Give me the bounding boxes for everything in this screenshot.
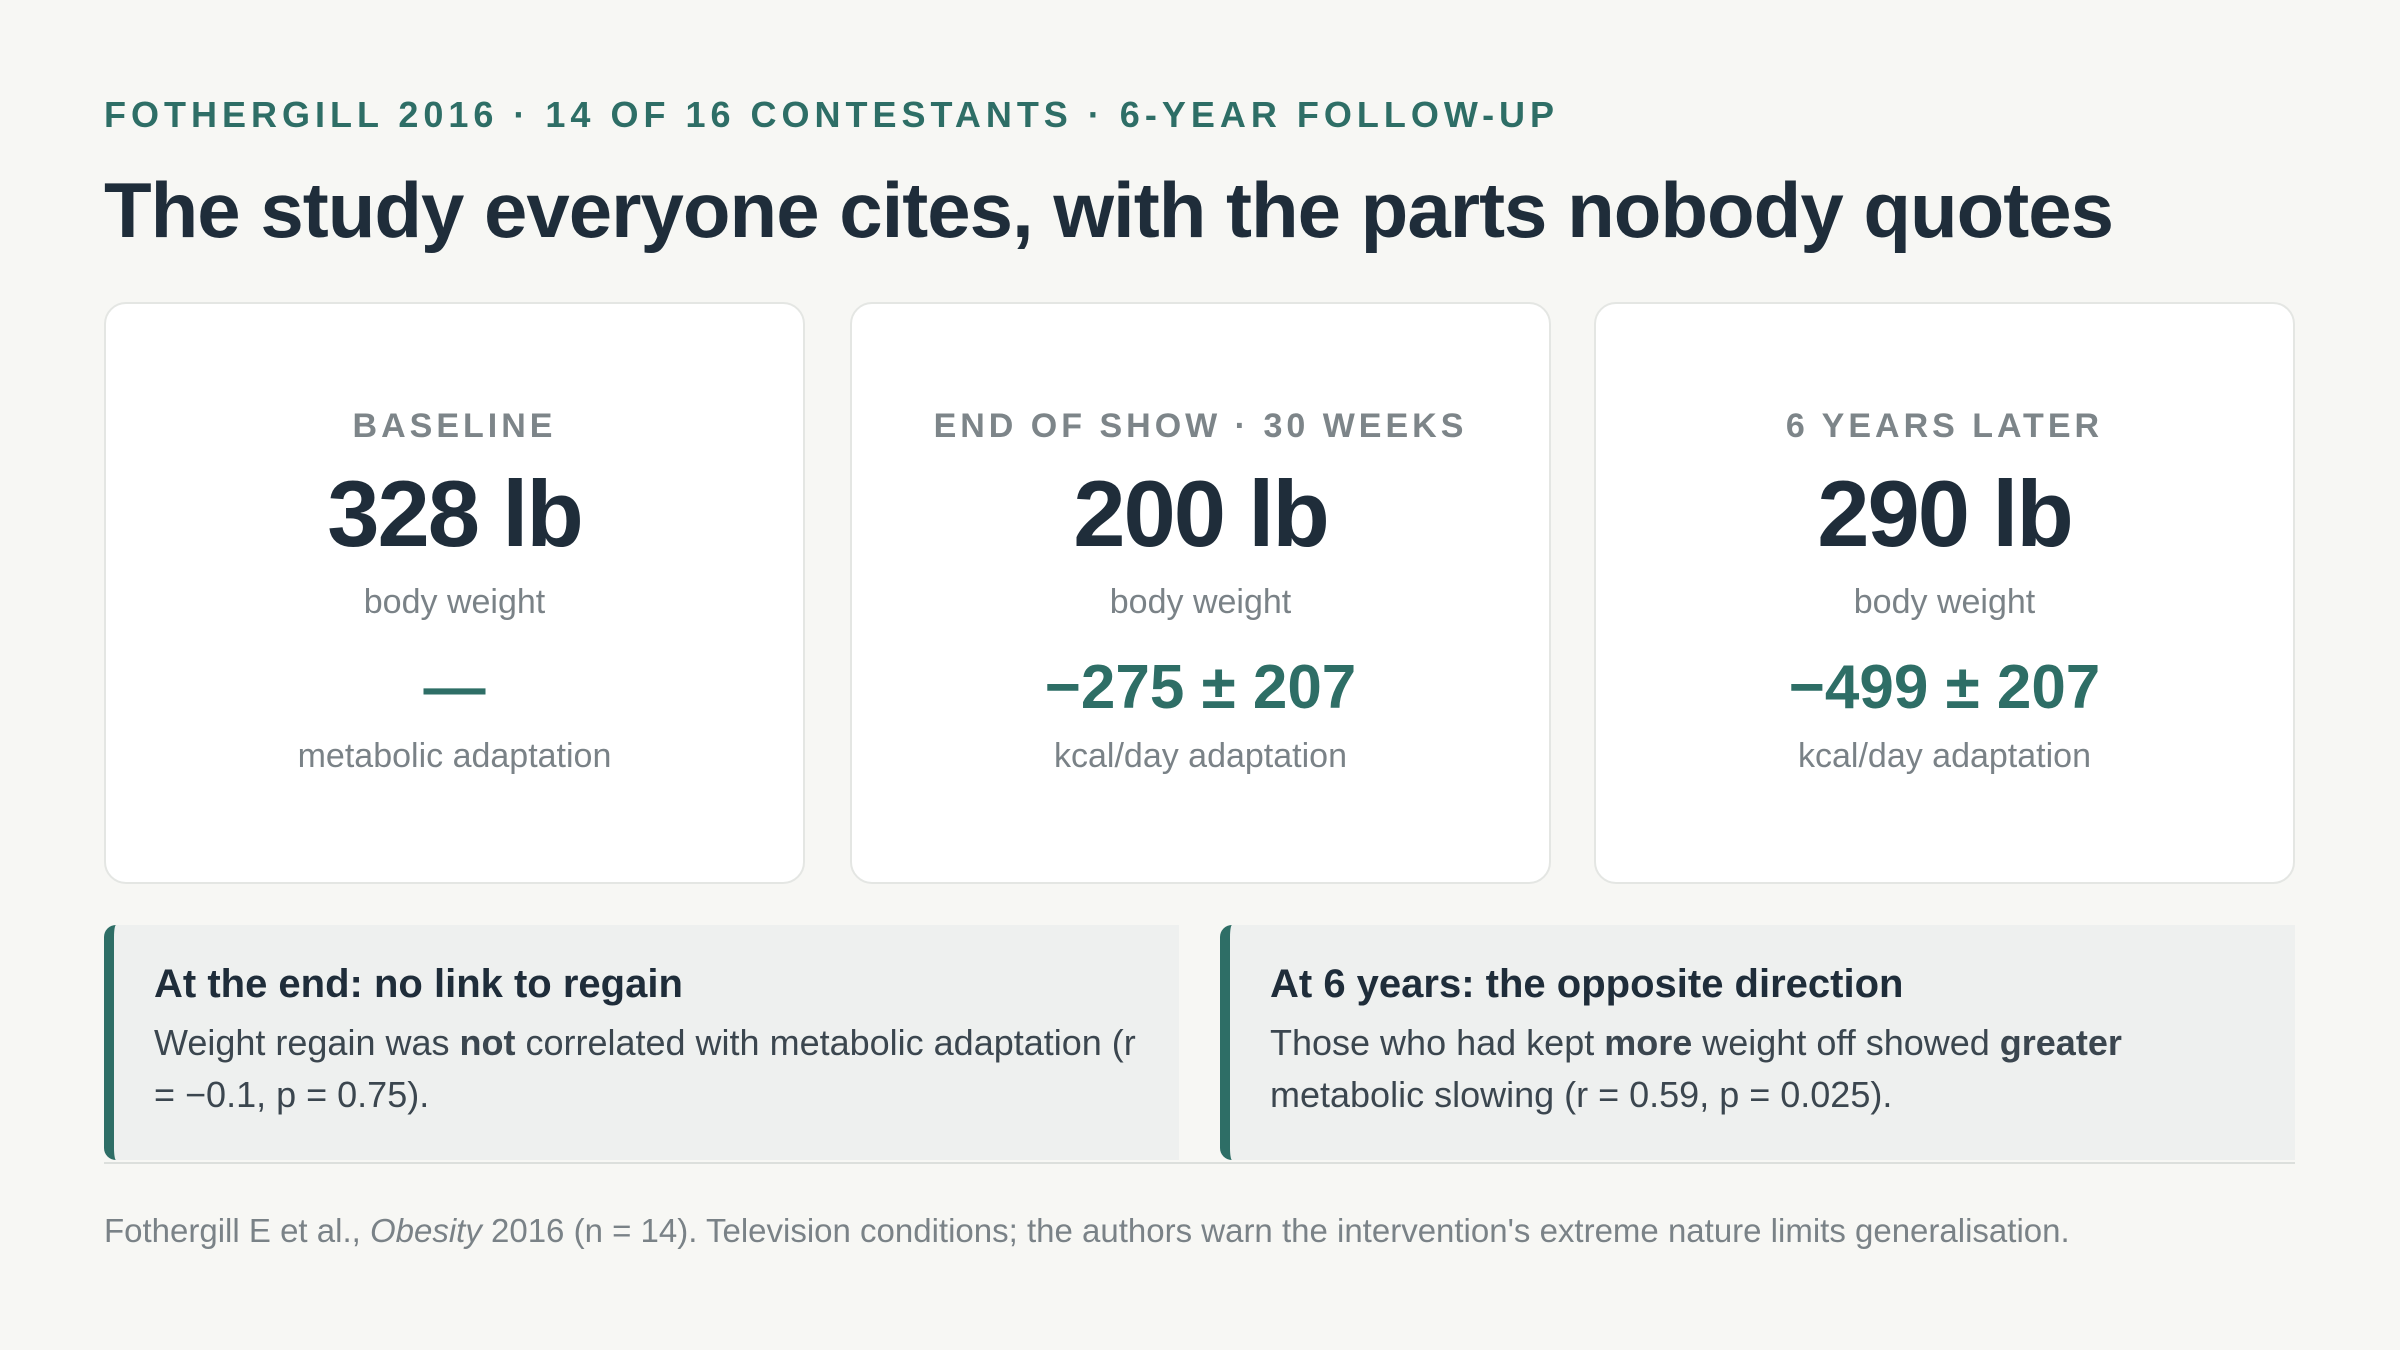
- title: The study everyone cites, with the parts…: [104, 166, 2114, 254]
- card-metric: —: [423, 653, 486, 722]
- card-label: 6 YEARS LATER: [1785, 407, 2104, 445]
- stat-card: END OF SHOW · 30 WEEKS 200 lb body weight −…: [850, 302, 1551, 884]
- emphasis: more: [1604, 1022, 1693, 1063]
- body-text: metabolic slowing (r = 0.59, p = 0.025).: [1270, 1074, 1893, 1115]
- callout-body: Weight regain was not correlated with me…: [154, 1017, 1139, 1121]
- body-text: weight off showed: [1692, 1022, 2000, 1063]
- card-metric-label: kcal/day adaptation: [1054, 737, 1347, 775]
- body-text: Weight regain was: [154, 1022, 460, 1063]
- stat-card: BASELINE 328 lb body weight — metabolic adap…: [104, 302, 805, 884]
- callout: At 6 years: the opposite direction Those …: [1220, 925, 2295, 1160]
- card-metric-label: kcal/day adaptation: [1798, 737, 2091, 775]
- footnote: Fothergill E et al., Obesity 2016 (n = 1…: [104, 1210, 2070, 1252]
- card-value: 290 lb: [1817, 461, 2074, 566]
- card-metric-label: metabolic adaptation: [297, 737, 612, 775]
- divider: [104, 1162, 2295, 1164]
- emphasis: greater: [1999, 1022, 2122, 1063]
- body-text: Those who had kept: [1270, 1022, 1605, 1063]
- card-value: 328 lb: [327, 461, 584, 566]
- card-label: BASELINE: [352, 407, 557, 445]
- card-value-label: body weight: [1109, 583, 1292, 621]
- card-value: 200 lb: [1073, 461, 1330, 566]
- callout-body: Those who had kept more weight off showe…: [1270, 1017, 2255, 1121]
- card-metric: −275 ± 207: [1044, 653, 1357, 722]
- callout: At the end: no link to regain Weight rega…: [104, 925, 1179, 1160]
- card-label: END OF SHOW · 30 WEEKS: [933, 407, 1468, 445]
- card-metric: −499 ± 207: [1788, 653, 2101, 722]
- footnote-text: Fothergill E et al.,: [104, 1212, 370, 1249]
- callout-heading: At the end: no link to regain: [154, 962, 683, 1006]
- callout-heading: At 6 years: the opposite direction: [1270, 962, 1904, 1006]
- eyebrow: FOTHERGILL 2016 · 14 OF 16 CONTESTANTS ·…: [104, 94, 1560, 135]
- card-value-label: body weight: [363, 583, 546, 621]
- stat-card: 6 YEARS LATER 290 lb body weight −499 ± 207…: [1594, 302, 2295, 884]
- body-text: correlated with metabolic adaptation (r …: [154, 1022, 1136, 1115]
- card-value-label: body weight: [1853, 583, 2036, 621]
- journal: Obesity: [369, 1212, 482, 1249]
- footnote-text: 2016 (n = 14). Television conditions; th…: [481, 1212, 2070, 1249]
- emphasis: not: [459, 1022, 516, 1063]
